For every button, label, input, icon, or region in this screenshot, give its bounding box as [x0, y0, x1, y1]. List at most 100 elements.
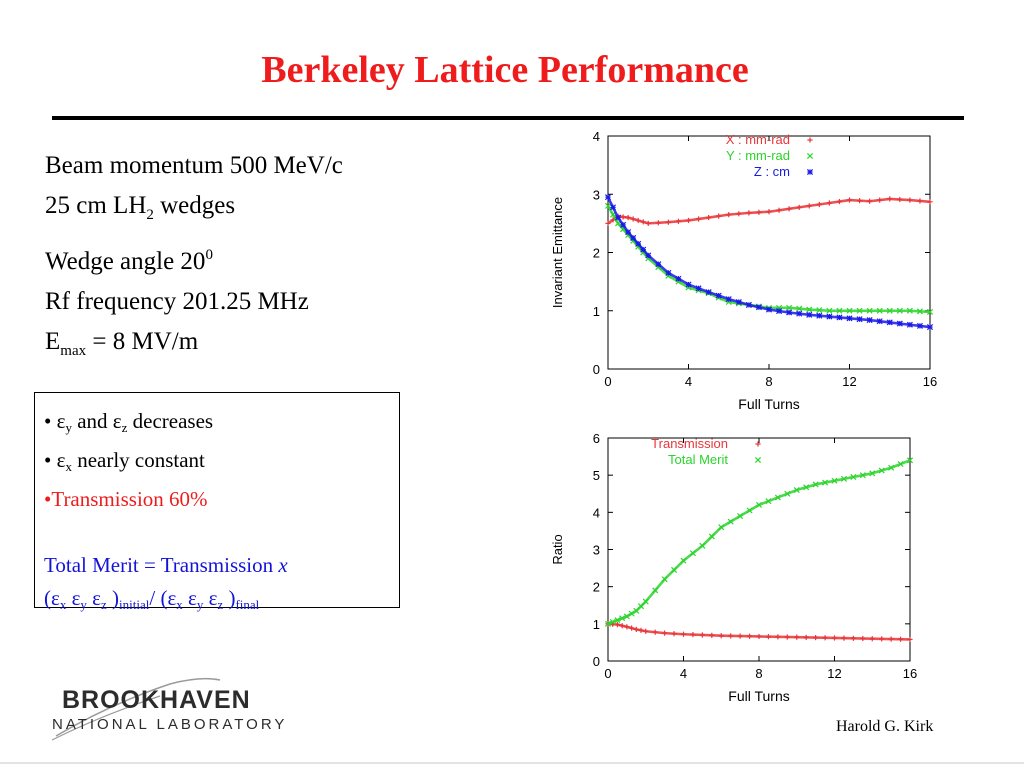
data-point [735, 298, 742, 306]
data-point [685, 281, 692, 288]
data-point [796, 305, 803, 312]
param-emax-sub: max [60, 343, 87, 359]
data-point [746, 507, 753, 514]
data-point [633, 607, 640, 614]
subscript-z: z [121, 420, 128, 435]
data-point [690, 632, 696, 638]
param-emax-rest: = 8 MV/m [86, 328, 199, 355]
data-point [796, 204, 802, 210]
legend-marker [807, 137, 813, 143]
data-point [784, 634, 790, 640]
data-point [620, 221, 627, 228]
subscript-z: z [100, 597, 107, 612]
data-point [806, 311, 813, 318]
data-point [765, 634, 772, 640]
data-point [745, 301, 752, 308]
data-point [776, 207, 782, 213]
data-point [916, 308, 923, 315]
ratio-chart: 0 4 8 12 16 0 1 2 3 4 5 6 Full Turns Ratio Transmissio… [540, 424, 960, 712]
data-point [610, 204, 617, 211]
data-point [816, 312, 823, 319]
subscript-final: final [235, 597, 260, 612]
data-point [699, 542, 706, 549]
data-point [859, 472, 866, 479]
data-point [846, 307, 853, 314]
data-point [619, 615, 626, 622]
summary-spacer [44, 516, 399, 549]
data-point [689, 550, 696, 557]
param-wedges-sub: 2 [146, 207, 154, 223]
subscript-x: x [65, 459, 72, 474]
data-point [718, 524, 725, 531]
data-point [846, 197, 853, 203]
y-tick-label: 0 [593, 654, 600, 669]
data-point [775, 634, 781, 640]
data-point [776, 308, 783, 315]
data-point [665, 219, 671, 225]
data-point [756, 633, 762, 640]
data-point [867, 198, 873, 204]
data-point [806, 306, 813, 313]
data-point [888, 464, 895, 471]
bullet-mark: • [44, 448, 57, 472]
data-point [886, 319, 893, 326]
data-point [642, 598, 649, 605]
data-point [826, 307, 833, 314]
data-point [796, 310, 803, 317]
data-point [604, 202, 612, 209]
data-point [638, 603, 645, 610]
data-point [774, 494, 781, 501]
data-point [816, 201, 822, 208]
data-point [856, 316, 863, 323]
brookhaven-logo: BROOKHAVEN NATIONAL LABORATORY [50, 674, 290, 744]
param-wedges-text: 25 cm LH [45, 192, 147, 219]
x-tick-label: 12 [827, 666, 841, 681]
param-emax: Emax = 8 MV/m [45, 322, 343, 371]
data-point [765, 498, 772, 505]
data-point [826, 313, 833, 320]
data-point [675, 275, 682, 282]
data-point [643, 628, 649, 634]
data-point [816, 307, 823, 314]
data-point [793, 487, 800, 494]
data-point [746, 210, 752, 216]
y-tick-label: 4 [593, 129, 600, 144]
data-point [630, 234, 637, 241]
series-1 [604, 202, 934, 315]
summary-merit: Total Merit = Transmission x [44, 549, 399, 582]
data-point [836, 307, 843, 314]
epsilon-symbol: ε [51, 586, 60, 610]
data-point [638, 627, 644, 633]
data-point [926, 308, 934, 315]
data-point [695, 216, 702, 222]
subscript-y: y [80, 597, 87, 612]
data-point [671, 566, 678, 573]
data-point [625, 214, 631, 221]
merit-text: Total Merit = Transmission [44, 553, 279, 577]
subscript-initial: initial [119, 597, 150, 612]
y-tick-label: 1 [593, 304, 600, 319]
subscript-y: y [65, 420, 72, 435]
data-point [856, 198, 863, 204]
data-point [850, 635, 856, 641]
data-point [876, 307, 883, 314]
param-angle: Wedge angle 200 [45, 235, 343, 282]
data-point [675, 218, 682, 224]
data-point [927, 199, 933, 205]
data-point [640, 219, 646, 225]
data-point [916, 322, 923, 329]
data-point [906, 457, 914, 464]
data-point [897, 460, 904, 468]
data-point [630, 216, 636, 222]
formula-slash: / ( [149, 586, 168, 610]
data-point [813, 634, 819, 641]
data-point [786, 304, 793, 311]
author-name: Harold G. Kirk [836, 718, 934, 735]
data-point [655, 261, 662, 268]
data-point [708, 533, 715, 540]
summary-bullet-x: • εx nearly constant [44, 444, 399, 483]
logo-wordmark: BROOKHAVEN [62, 686, 251, 714]
x-tick-label: 4 [685, 374, 692, 389]
data-point [737, 633, 743, 639]
